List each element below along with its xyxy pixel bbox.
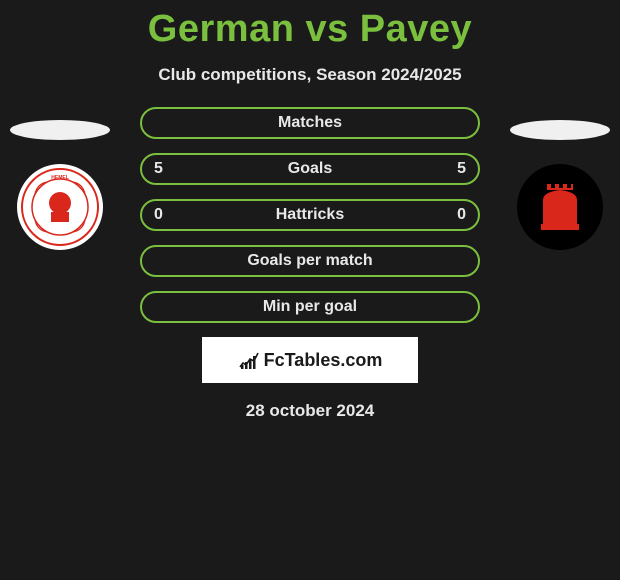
subtitle: Club competitions, Season 2024/2025 (0, 65, 620, 85)
stat-right-value: 5 (457, 160, 466, 178)
stat-right-value: 0 (457, 206, 466, 224)
stat-row-goals: 5 Goals 5 (140, 153, 480, 185)
stats-container: Matches 5 Goals 5 0 Hattricks 0 Goals pe… (0, 107, 620, 421)
stat-row-hattricks: 0 Hattricks 0 (140, 199, 480, 231)
stat-left-value: 5 (154, 160, 163, 178)
date-line: 28 october 2024 (0, 401, 620, 421)
stat-left-value: 0 (154, 206, 163, 224)
stat-label: Matches (278, 114, 342, 132)
stat-label: Min per goal (263, 298, 357, 316)
brand-box: FcTables.com (202, 337, 418, 383)
page-title: German vs Pavey (0, 0, 620, 51)
stat-row-min-per-goal: Min per goal (140, 291, 480, 323)
stat-row-matches: Matches (140, 107, 480, 139)
signal-bars-icon (238, 349, 260, 371)
stat-label: Hattricks (276, 206, 344, 224)
stat-label: Goals (288, 160, 332, 178)
stat-label: Goals per match (247, 252, 372, 270)
stat-row-goals-per-match: Goals per match (140, 245, 480, 277)
brand-label: FcTables.com (264, 350, 383, 371)
